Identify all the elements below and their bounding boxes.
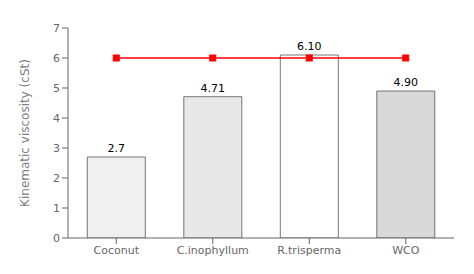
svg-text:3: 3 [53, 142, 60, 155]
svg-text:4.71: 4.71 [201, 82, 226, 95]
svg-text:2.7: 2.7 [108, 142, 126, 155]
svg-text:2: 2 [53, 172, 60, 185]
svg-text:5: 5 [53, 82, 60, 95]
svg-text:4.90: 4.90 [394, 76, 419, 89]
svg-text:6: 6 [53, 52, 60, 65]
svg-text:1: 1 [53, 202, 60, 215]
svg-text:Coconut: Coconut [94, 244, 140, 257]
svg-text:WCO: WCO [392, 244, 420, 257]
svg-text:Kinematic viscosity (cSt): Kinematic viscosity (cSt) [18, 59, 32, 207]
svg-text:7: 7 [53, 22, 60, 35]
svg-text:R.trisperma: R.trisperma [277, 244, 341, 257]
svg-text:6.10: 6.10 [297, 40, 322, 53]
svg-text:C.inophyllum: C.inophyllum [177, 244, 249, 257]
svg-text:0: 0 [53, 232, 60, 245]
svg-text:4: 4 [53, 112, 60, 125]
